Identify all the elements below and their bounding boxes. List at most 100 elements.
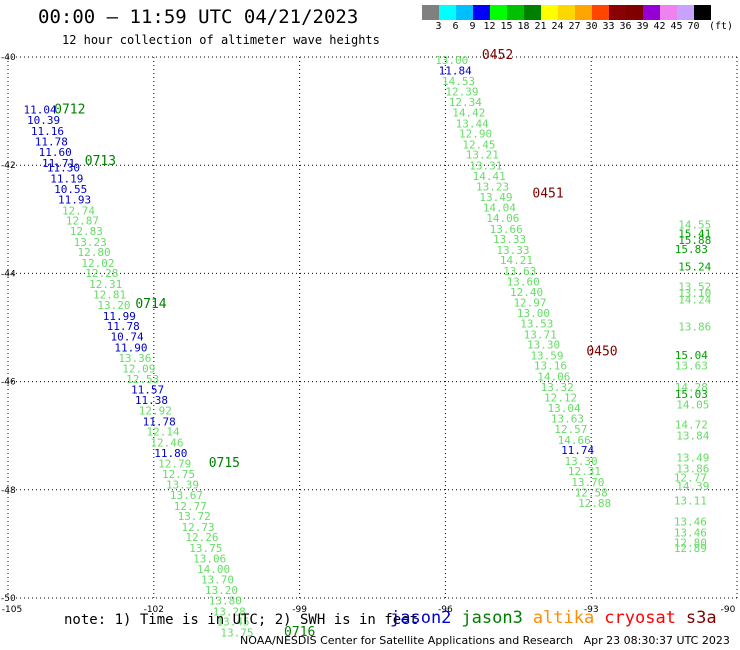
color-scale-label: 9 bbox=[469, 21, 476, 32]
wave-height-value: 11.78 bbox=[143, 415, 176, 428]
wave-height-value: 12.09 bbox=[122, 362, 155, 375]
wave-height-value: 11.93 bbox=[58, 194, 91, 207]
wave-height-value: 14.06 bbox=[537, 371, 570, 384]
x-tick-label: -99 bbox=[292, 605, 307, 615]
pass-time-label: 0452 bbox=[482, 48, 513, 63]
wave-height-value: 11.19 bbox=[50, 173, 83, 186]
wave-height-value: 11.57 bbox=[131, 384, 164, 397]
wave-height-value: 14.55 bbox=[678, 218, 711, 231]
wave-height-value: 13.28 bbox=[213, 605, 246, 618]
wave-height-value: 13.21 bbox=[466, 149, 499, 162]
wave-height-value: 11.16 bbox=[31, 125, 64, 138]
wave-height-value: 12.92 bbox=[139, 405, 172, 418]
wave-height-value: 12.75 bbox=[162, 468, 195, 481]
wave-height-value: 13.23 bbox=[476, 181, 509, 194]
wave-height-value: 14.24 bbox=[678, 294, 711, 307]
wave-height-value: 13.70 bbox=[571, 476, 604, 489]
color-scale-label: 45 bbox=[670, 21, 683, 32]
wave-height-value: 13.20 bbox=[205, 584, 238, 597]
wave-height-value: 13.49 bbox=[479, 191, 512, 204]
pass-time-label: 0712 bbox=[54, 102, 85, 117]
wave-height-value: 13.86 bbox=[678, 321, 711, 334]
wave-height-value: 13.45 bbox=[216, 616, 249, 629]
color-scale-label: 36 bbox=[619, 21, 632, 32]
wave-height-value: 15.83 bbox=[675, 243, 708, 256]
color-scale-label: 30 bbox=[585, 21, 598, 32]
wave-height-value: 13.00 bbox=[517, 307, 550, 320]
color-scale-label: 6 bbox=[452, 21, 459, 32]
wave-height-value: 12.28 bbox=[85, 267, 118, 280]
wave-height-value: 13.84 bbox=[676, 429, 709, 442]
unit-label: (ft) bbox=[709, 21, 734, 32]
wave-height-value: 13.44 bbox=[456, 117, 489, 130]
chart-title: 00:00 — 11:59 UTC 04/21/2023 bbox=[38, 6, 359, 28]
wave-height-value: 12.26 bbox=[185, 531, 218, 544]
y-tick-label: -40 bbox=[1, 53, 16, 63]
color-scale-label: 21 bbox=[534, 21, 547, 32]
wave-height-value: 12.40 bbox=[510, 286, 543, 299]
wave-height-value: 13.23 bbox=[74, 236, 107, 249]
wave-height-value: 13.53 bbox=[520, 318, 553, 331]
wave-height-value: 12.39 bbox=[445, 85, 478, 98]
wave-height-value: 14.21 bbox=[500, 254, 533, 267]
color-scale-label: 12 bbox=[483, 21, 496, 32]
x-tick-label: -102 bbox=[144, 605, 164, 615]
legend-jason3: jason3 bbox=[461, 608, 523, 628]
color-swatch bbox=[626, 5, 643, 20]
pass-time-label: 0714 bbox=[135, 297, 166, 312]
wave-height-value: 12.12 bbox=[544, 392, 577, 405]
legend-s3a: s3a bbox=[685, 608, 717, 628]
pass-time-label: 0715 bbox=[209, 456, 240, 471]
color-scale-bar bbox=[422, 5, 711, 20]
color-scale-label: 18 bbox=[517, 21, 530, 32]
wave-height-value: 15.03 bbox=[675, 388, 708, 401]
color-scale-label: 33 bbox=[602, 21, 615, 32]
wave-height-value: 11.04 bbox=[24, 103, 57, 116]
color-scale-label: 42 bbox=[653, 21, 666, 32]
pass-time-label: 0713 bbox=[85, 154, 116, 169]
wave-height-value: 15.88 bbox=[678, 234, 711, 247]
color-swatch bbox=[541, 5, 558, 20]
wave-height-value: 13.46 bbox=[674, 526, 707, 539]
wave-height-value: 12.46 bbox=[150, 437, 183, 450]
color-swatch bbox=[558, 5, 575, 20]
wave-height-value: 12.31 bbox=[89, 278, 122, 291]
wave-height-value: 13.32 bbox=[541, 381, 574, 394]
wave-height-value: 12.58 bbox=[575, 486, 608, 499]
wave-height-value: 14.06 bbox=[486, 212, 519, 225]
color-swatch bbox=[592, 5, 609, 20]
wave-height-value: 11.84 bbox=[439, 64, 472, 77]
color-scale-label: 3 bbox=[435, 21, 442, 32]
x-tick-label: -105 bbox=[2, 605, 22, 615]
wave-height-value: 12.80 bbox=[77, 246, 110, 259]
color-swatch bbox=[694, 5, 711, 20]
wave-height-value: 12.81 bbox=[93, 288, 126, 301]
wave-height-value: 14.41 bbox=[473, 170, 506, 183]
wave-height-value: 12.77 bbox=[174, 500, 207, 513]
wave-height-value: 13.04 bbox=[547, 402, 580, 415]
pass-time-label: 0450 bbox=[586, 345, 617, 360]
color-swatch bbox=[473, 5, 490, 20]
wave-height-value: 14.05 bbox=[676, 399, 709, 412]
y-tick-label: -50 bbox=[1, 594, 16, 604]
wave-height-value: 13.30 bbox=[527, 339, 560, 352]
wave-height-value: 13.63 bbox=[503, 265, 536, 278]
wave-height-value: 13.60 bbox=[507, 275, 540, 288]
x-tick-label: -90 bbox=[721, 605, 736, 615]
wave-height-value: 13.20 bbox=[97, 299, 130, 312]
y-tick-label: -46 bbox=[1, 378, 16, 388]
wave-height-value: 13.63 bbox=[675, 360, 708, 373]
wave-height-value: 13.71 bbox=[524, 328, 557, 341]
wave-height-value: 13.86 bbox=[676, 462, 709, 475]
wave-height-value: 13.72 bbox=[178, 510, 211, 523]
wave-height-value: 12.02 bbox=[81, 257, 114, 270]
wave-height-value: 12.79 bbox=[158, 458, 191, 471]
wave-height-value: 14.00 bbox=[197, 563, 230, 576]
wave-height-value: 13.06 bbox=[193, 552, 226, 565]
wave-height-value: 11.38 bbox=[135, 394, 168, 407]
wave-height-value: 14.72 bbox=[675, 419, 708, 432]
x-tick-label: -93 bbox=[584, 605, 599, 615]
wave-height-value: 13.80 bbox=[209, 594, 242, 607]
wave-height-value: 11.60 bbox=[39, 146, 72, 159]
